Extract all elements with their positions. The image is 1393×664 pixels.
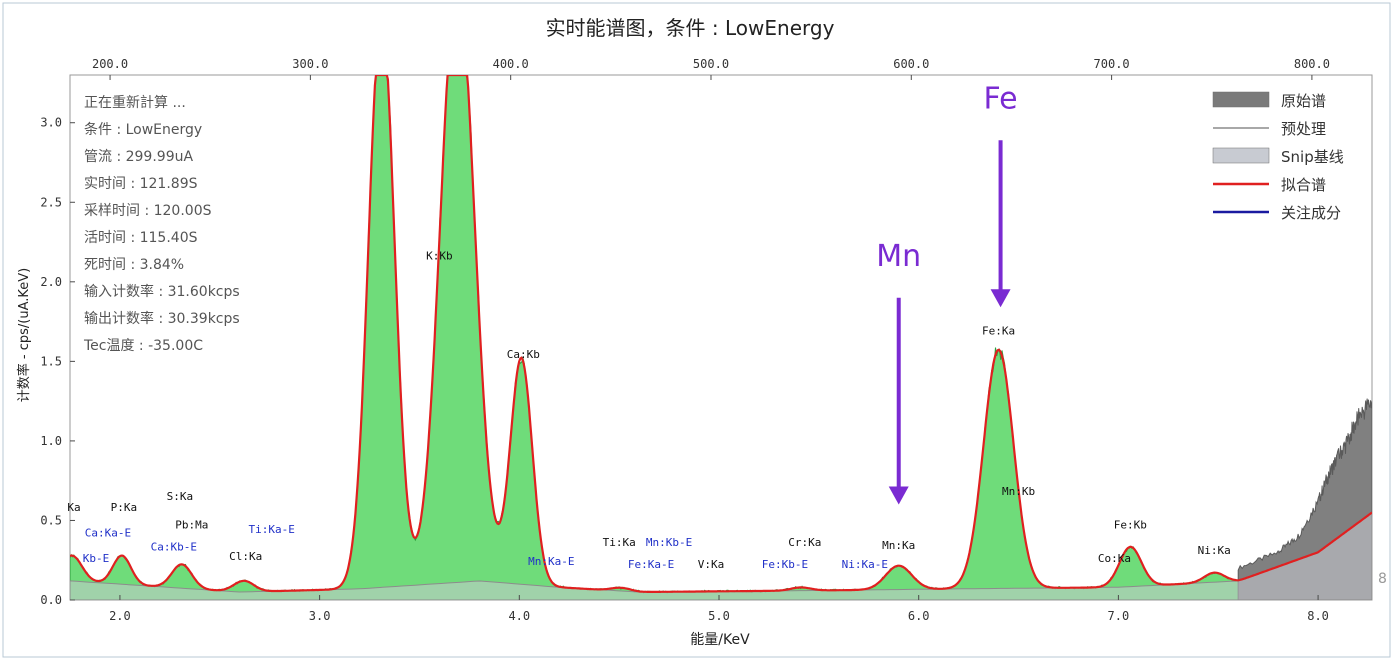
plot-series (70, 75, 1372, 600)
top-tick-label: 400.0 (493, 57, 529, 71)
right-edge-label: 8 (1378, 571, 1387, 587)
peak-label: Ti:Ka-E (249, 523, 295, 536)
legend-swatch (1212, 147, 1270, 164)
legend-label: 预处理 (1281, 120, 1326, 138)
annotation-arrow-head (990, 289, 1011, 308)
peak-label: S:Ka (167, 490, 194, 503)
annotation-arrow-head (888, 486, 909, 505)
peak-label: Ni:Ka (1198, 544, 1231, 557)
annotation-label: Fe (984, 81, 1018, 116)
info-line: 条件 : LowEnergy (84, 121, 202, 138)
top-tick-label: 600.0 (893, 57, 929, 71)
info-line: 输出计数率 : 30.39kcps (84, 310, 240, 327)
peak-label: Mn:Kb (1002, 485, 1035, 498)
peak-label: Mn:Ka-E (528, 555, 574, 568)
info-line: 实时间 : 121.89S (84, 176, 198, 192)
peak-label: Cr:Ka (788, 536, 821, 549)
peak-label: P:Ka (111, 501, 138, 514)
x-axis-label: 能量/KeV (690, 632, 750, 648)
peak-label: Mn:Kb-E (646, 536, 692, 549)
peak-label: Co:Ka (1098, 552, 1131, 565)
peak-label: Ka (67, 501, 80, 514)
info-line: 采样时间 : 120.00S (84, 203, 212, 219)
y-tick-label: 3.0 (40, 116, 62, 130)
info-line: Tec温度 : -35.00C (83, 338, 203, 354)
peak-label: Kb-E (83, 552, 110, 565)
x-tick-label: 5.0 (708, 609, 730, 623)
fitted-spectrum-line (70, 75, 1372, 593)
x-tick-label: 4.0 (508, 609, 530, 623)
peak-label: Ni:Ka-E (842, 558, 888, 571)
peak-label: V:Ka (698, 558, 725, 571)
annotation-label: Mn (876, 239, 921, 274)
peak-label: Fe:Kb (1114, 518, 1147, 531)
top-tick-label: 300.0 (292, 57, 328, 71)
top-tick-label: 500.0 (693, 57, 729, 71)
y-tick-label: 0.5 (40, 513, 62, 527)
info-line: 死时间 : 3.84% (84, 257, 184, 273)
x-tick-label: 6.0 (908, 609, 930, 623)
peak-label: Fe:Ka-E (628, 558, 674, 571)
legend-label: Snip基线 (1281, 148, 1344, 166)
y-tick-label: 2.0 (40, 275, 62, 289)
info-line: 输入计数率 : 31.60kcps (84, 283, 240, 300)
y-tick-label: 2.5 (40, 195, 62, 209)
x-tick-label: 8.0 (1307, 609, 1329, 623)
y-axis-label: 计数率 - cps/(uA.KeV) (16, 268, 32, 402)
x-tick-label: 7.0 (1108, 609, 1130, 623)
legend-label: 关注成分 (1281, 204, 1341, 222)
plot-area (69, 74, 1373, 601)
top-tick-label: 700.0 (1094, 57, 1130, 71)
y-tick-label: 1.0 (40, 434, 62, 448)
info-line: 管流 : 299.99uA (84, 149, 193, 165)
peak-label: Pb:Ma (175, 518, 208, 531)
peak-label: Fe:Kb-E (762, 558, 808, 571)
y-tick-label: 0.0 (40, 593, 62, 607)
peak-label: Cl:Ka (229, 550, 262, 563)
x-tick-label: 2.0 (109, 609, 131, 623)
legend-swatch (1212, 91, 1270, 108)
peak-label: Ca:Ka-E (85, 526, 131, 539)
peak-label: Ca:Kb-E (151, 541, 197, 554)
info-line: 正在重新計算 ... (84, 95, 186, 111)
peak-label: Ca:Kb (507, 348, 540, 361)
peak-label: Ti:Ka (603, 536, 636, 549)
peak-label: Fe:Ka (982, 324, 1015, 337)
x-tick-label: 3.0 (309, 609, 331, 623)
info-line: 活时间 : 115.40S (84, 230, 198, 246)
legend-label: 拟合谱 (1281, 176, 1326, 194)
top-tick-label: 800.0 (1294, 57, 1330, 71)
y-tick-label: 1.5 (40, 354, 62, 368)
top-tick-label: 200.0 (92, 57, 128, 71)
chart-title: 实时能谱图，条件 : LowEnergy (546, 16, 835, 40)
peak-label: K:Kb (426, 250, 453, 263)
peak-label: Mn:Ka (882, 539, 915, 552)
legend-label: 原始谱 (1281, 92, 1326, 110)
